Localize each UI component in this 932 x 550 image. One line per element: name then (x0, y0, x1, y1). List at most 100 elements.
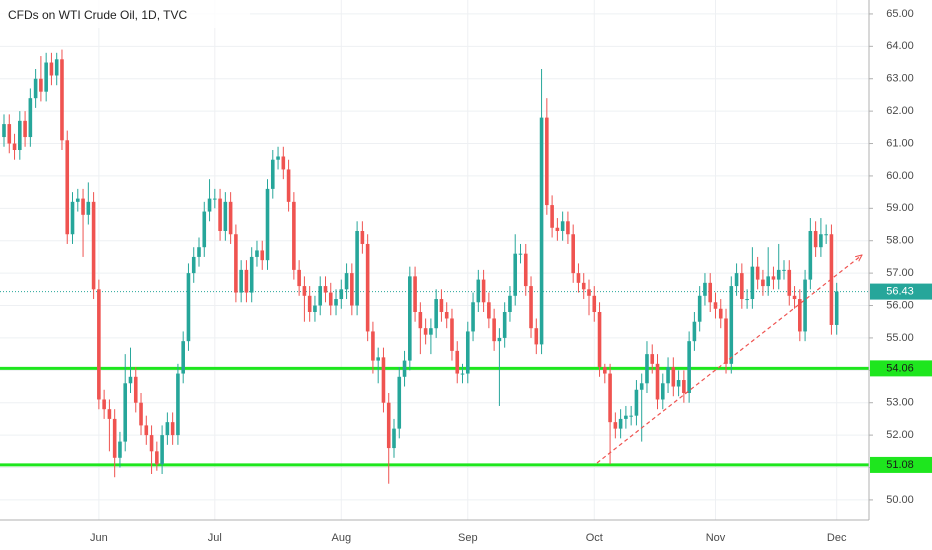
candle-body (740, 273, 744, 300)
candle-body (434, 299, 438, 329)
candle-body (371, 331, 375, 361)
candle-body (323, 286, 328, 293)
candle-body (386, 402, 391, 449)
candle-body (313, 305, 317, 312)
candle-body (555, 227, 560, 232)
candle-body (761, 279, 765, 287)
candle-body (592, 295, 597, 312)
candle-body (624, 415, 628, 419)
candle-body (328, 292, 333, 306)
candle-body (97, 289, 101, 400)
candle-body (81, 198, 85, 215)
candle-body (102, 399, 106, 410)
candle-body (244, 269, 249, 293)
candle-body (339, 289, 344, 300)
candle-body (265, 188, 270, 261)
candle-body (60, 59, 64, 141)
candle-body (144, 425, 149, 436)
candle-body (560, 221, 565, 232)
candle-body (39, 78, 43, 92)
candle-body (2, 124, 6, 138)
candle-body (228, 201, 233, 235)
candle-body (571, 234, 575, 274)
y-tick-label: 50.00 (886, 494, 914, 506)
y-tick-label: 57.00 (886, 267, 914, 279)
candle-body (302, 286, 307, 296)
candle-body (613, 422, 618, 429)
x-tick-label: Jun (90, 532, 108, 544)
candle-body (819, 234, 823, 248)
candle-body (792, 295, 797, 300)
candle-body (566, 221, 570, 235)
levels (0, 291, 869, 467)
candle-body (798, 299, 802, 332)
x-tick-label: Sep (458, 532, 478, 544)
candle-body (249, 256, 254, 293)
candle-body (7, 124, 12, 144)
candle-body (118, 441, 122, 458)
candle-body (423, 328, 428, 335)
candle-body (708, 282, 713, 303)
y-tick-label: 56.00 (886, 299, 914, 311)
candle-body (186, 273, 191, 342)
candle-body (444, 312, 449, 319)
candle-body (508, 295, 512, 312)
trend-line (596, 255, 862, 464)
candle-body (803, 279, 807, 332)
candle-body (44, 62, 48, 92)
candle-body (197, 247, 201, 257)
candle-body (776, 269, 781, 280)
x-tick-label: Oct (586, 532, 603, 544)
candle-body (402, 360, 407, 377)
candle-body (655, 363, 660, 400)
level-label: 54.06 (886, 362, 914, 374)
candle-body (70, 201, 75, 235)
candle-body (392, 428, 396, 449)
candle-body (429, 328, 433, 335)
candle-body (223, 201, 228, 232)
candle-body (128, 376, 133, 384)
y-tick-label: 63.00 (886, 73, 914, 85)
candle-body (170, 422, 175, 436)
candle-body (813, 231, 818, 248)
candle-body (718, 308, 723, 319)
candle-body (450, 318, 454, 351)
y-tick-label: 65.00 (886, 8, 914, 20)
candle-body (697, 295, 702, 322)
candle-body (218, 198, 222, 232)
candle-body (281, 156, 286, 170)
candle-body (634, 389, 639, 416)
candle-body (75, 198, 80, 202)
title-background (0, 0, 250, 28)
candle-body (360, 231, 365, 244)
candle-body (603, 367, 607, 374)
candle-body (408, 276, 412, 361)
candle-body (618, 418, 623, 429)
candle-body (534, 328, 539, 345)
candle-body (165, 422, 170, 436)
candle-body (234, 234, 238, 293)
candle-body (292, 201, 296, 270)
candle-body (355, 231, 359, 306)
candle-body (33, 78, 38, 99)
candle-body (286, 169, 291, 202)
candle-body (418, 312, 423, 329)
candle-body (297, 269, 301, 287)
candle-body (376, 357, 380, 361)
candle-body (671, 367, 676, 387)
last-price-bg (870, 283, 932, 300)
candle-body (545, 117, 549, 206)
candle-body (397, 376, 402, 429)
candle-body (54, 59, 59, 76)
candle-body (523, 253, 528, 287)
candle-body (160, 435, 164, 465)
candle-body (687, 341, 691, 393)
candle-body (270, 159, 275, 189)
candle-body (529, 286, 533, 329)
candle-body (471, 302, 475, 332)
candle-body (660, 383, 665, 400)
candle-body (755, 266, 760, 280)
candle-body (492, 318, 496, 342)
